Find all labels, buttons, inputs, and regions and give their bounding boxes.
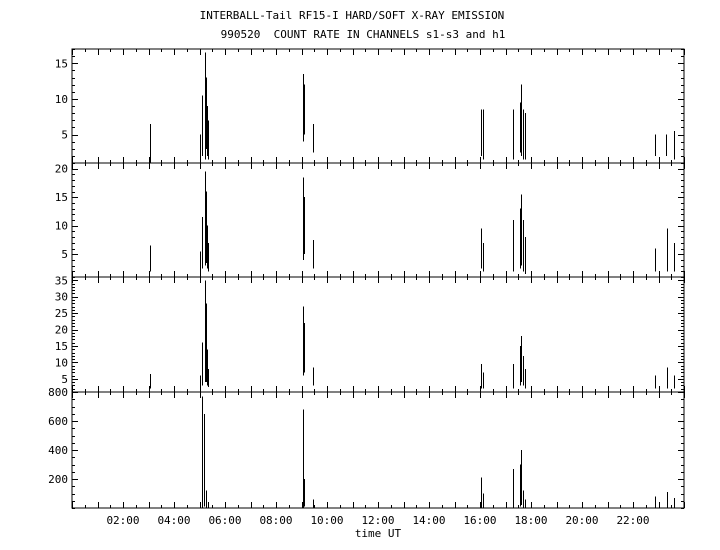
chart-subtitle: 990520 COUNT RATE IN CHANNELS s1-s3 and … xyxy=(220,28,506,41)
x-tick-label: 22:00 xyxy=(616,514,649,527)
y-tick-label: 10 xyxy=(55,356,68,369)
x-tick-label: 14:00 xyxy=(412,514,445,527)
y-tick-label: 10 xyxy=(55,220,68,233)
y-tick-label: 20 xyxy=(55,163,68,176)
y-tick-label: 25 xyxy=(55,307,68,320)
x-tick-label: 06:00 xyxy=(208,514,241,527)
y-tick-label: 15 xyxy=(55,191,68,204)
panel-frame-s3 xyxy=(71,276,685,393)
y-tick-label: 30 xyxy=(55,291,68,304)
y-tick-label: 15 xyxy=(55,340,68,353)
chart-title: INTERBALL-Tail RF15-I HARD/SOFT X-RAY EM… xyxy=(199,9,505,22)
y-tick-label: 400 xyxy=(48,444,68,457)
panel-frame-s1 xyxy=(71,48,685,164)
x-tick-label: 08:00 xyxy=(259,514,292,527)
y-tick-label: 20 xyxy=(55,324,68,337)
y-tick-label: 600 xyxy=(48,415,68,428)
y-tick-label: 800 xyxy=(48,386,68,399)
y-tick-label: 200 xyxy=(48,473,68,486)
x-axis-label: time UT xyxy=(355,527,402,540)
x-tick-label: 20:00 xyxy=(565,514,598,527)
panel-frame-h1 xyxy=(71,391,685,509)
y-tick-label: 10 xyxy=(55,93,68,106)
x-tick-label: 12:00 xyxy=(361,514,394,527)
y-tick-label: 15 xyxy=(55,57,68,70)
y-tick-label: 5 xyxy=(61,373,68,386)
x-tick-label: 02:00 xyxy=(106,514,139,527)
y-tick-label: 5 xyxy=(61,248,68,261)
x-tick-label: 18:00 xyxy=(514,514,547,527)
x-tick-label: 04:00 xyxy=(157,514,190,527)
panel-frame-s2 xyxy=(71,162,685,278)
x-tick-label: 16:00 xyxy=(463,514,496,527)
x-tick-label: 10:00 xyxy=(310,514,343,527)
y-tick-label: 5 xyxy=(61,129,68,142)
y-tick-label: 35 xyxy=(55,274,68,287)
